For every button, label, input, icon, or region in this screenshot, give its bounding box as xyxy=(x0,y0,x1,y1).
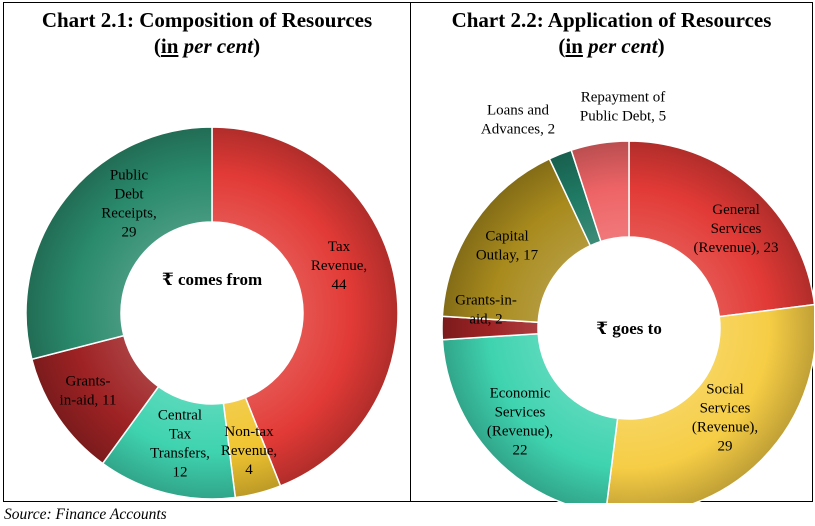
chart-title-main: Chart 2.2: Application of Resources xyxy=(451,8,772,32)
chart-title: Chart 2.2: Application of Resources (in … xyxy=(411,7,812,59)
slice-label: Grants-in-aid, 2 xyxy=(455,293,517,328)
chart-subtitle: (in per cent) xyxy=(558,34,665,58)
slice-label: Non-tax Revenue, 4 xyxy=(221,424,277,478)
slice-label: Social Services (Revenue), 29 xyxy=(692,382,758,455)
chart-panel-application: Chart 2.2: Application of Resources (in … xyxy=(410,2,814,503)
slice-label: Central Tax Transfers, 12 xyxy=(150,408,210,481)
donut-center-label: ₹ goes to xyxy=(596,319,662,338)
donut-slice-public-debt-receipts xyxy=(25,126,213,361)
chart-title: Chart 2.1: Composition of Resources (in … xyxy=(4,7,410,59)
chart-panel-composition: Chart 2.1: Composition of Resources (in … xyxy=(3,2,411,502)
slice-label: Public Debt Receipts, 29 xyxy=(101,168,156,241)
slice-label: Loans and Advances, 2 xyxy=(481,103,555,138)
slice-label: Grants-in-aid, 11 xyxy=(60,374,117,409)
slice-label: General Services (Revenue), 23 xyxy=(694,202,779,256)
source-note: Source: Finance Accounts xyxy=(4,506,167,523)
donut-chart-application: General Services (Revenue), 23 Social Servic… xyxy=(441,90,814,503)
donut-slice-repayment-of-public-debt xyxy=(570,140,630,243)
slice-label: Economic Services (Revenue), 22 xyxy=(487,386,553,459)
slice-label: Tax Revenue, 44 xyxy=(311,239,367,293)
donut-slice-capital-outlay xyxy=(441,157,592,324)
chart-title-main: Chart 2.1: Composition of Resources xyxy=(41,8,373,32)
donut-slice-economic-services-revenue xyxy=(441,332,619,503)
donut-slice-social-services-revenue xyxy=(606,303,814,503)
donut-slice-general-services-revenue xyxy=(628,140,814,318)
donut-center-label: ₹ comes from xyxy=(162,270,262,289)
slice-label: Capital Outlay, 17 xyxy=(476,229,539,264)
donut-slice-tax-revenue xyxy=(211,126,399,487)
chart-subtitle: (in per cent) xyxy=(153,34,261,58)
slice-label: Repayment of Public Debt, 5 xyxy=(580,90,666,125)
